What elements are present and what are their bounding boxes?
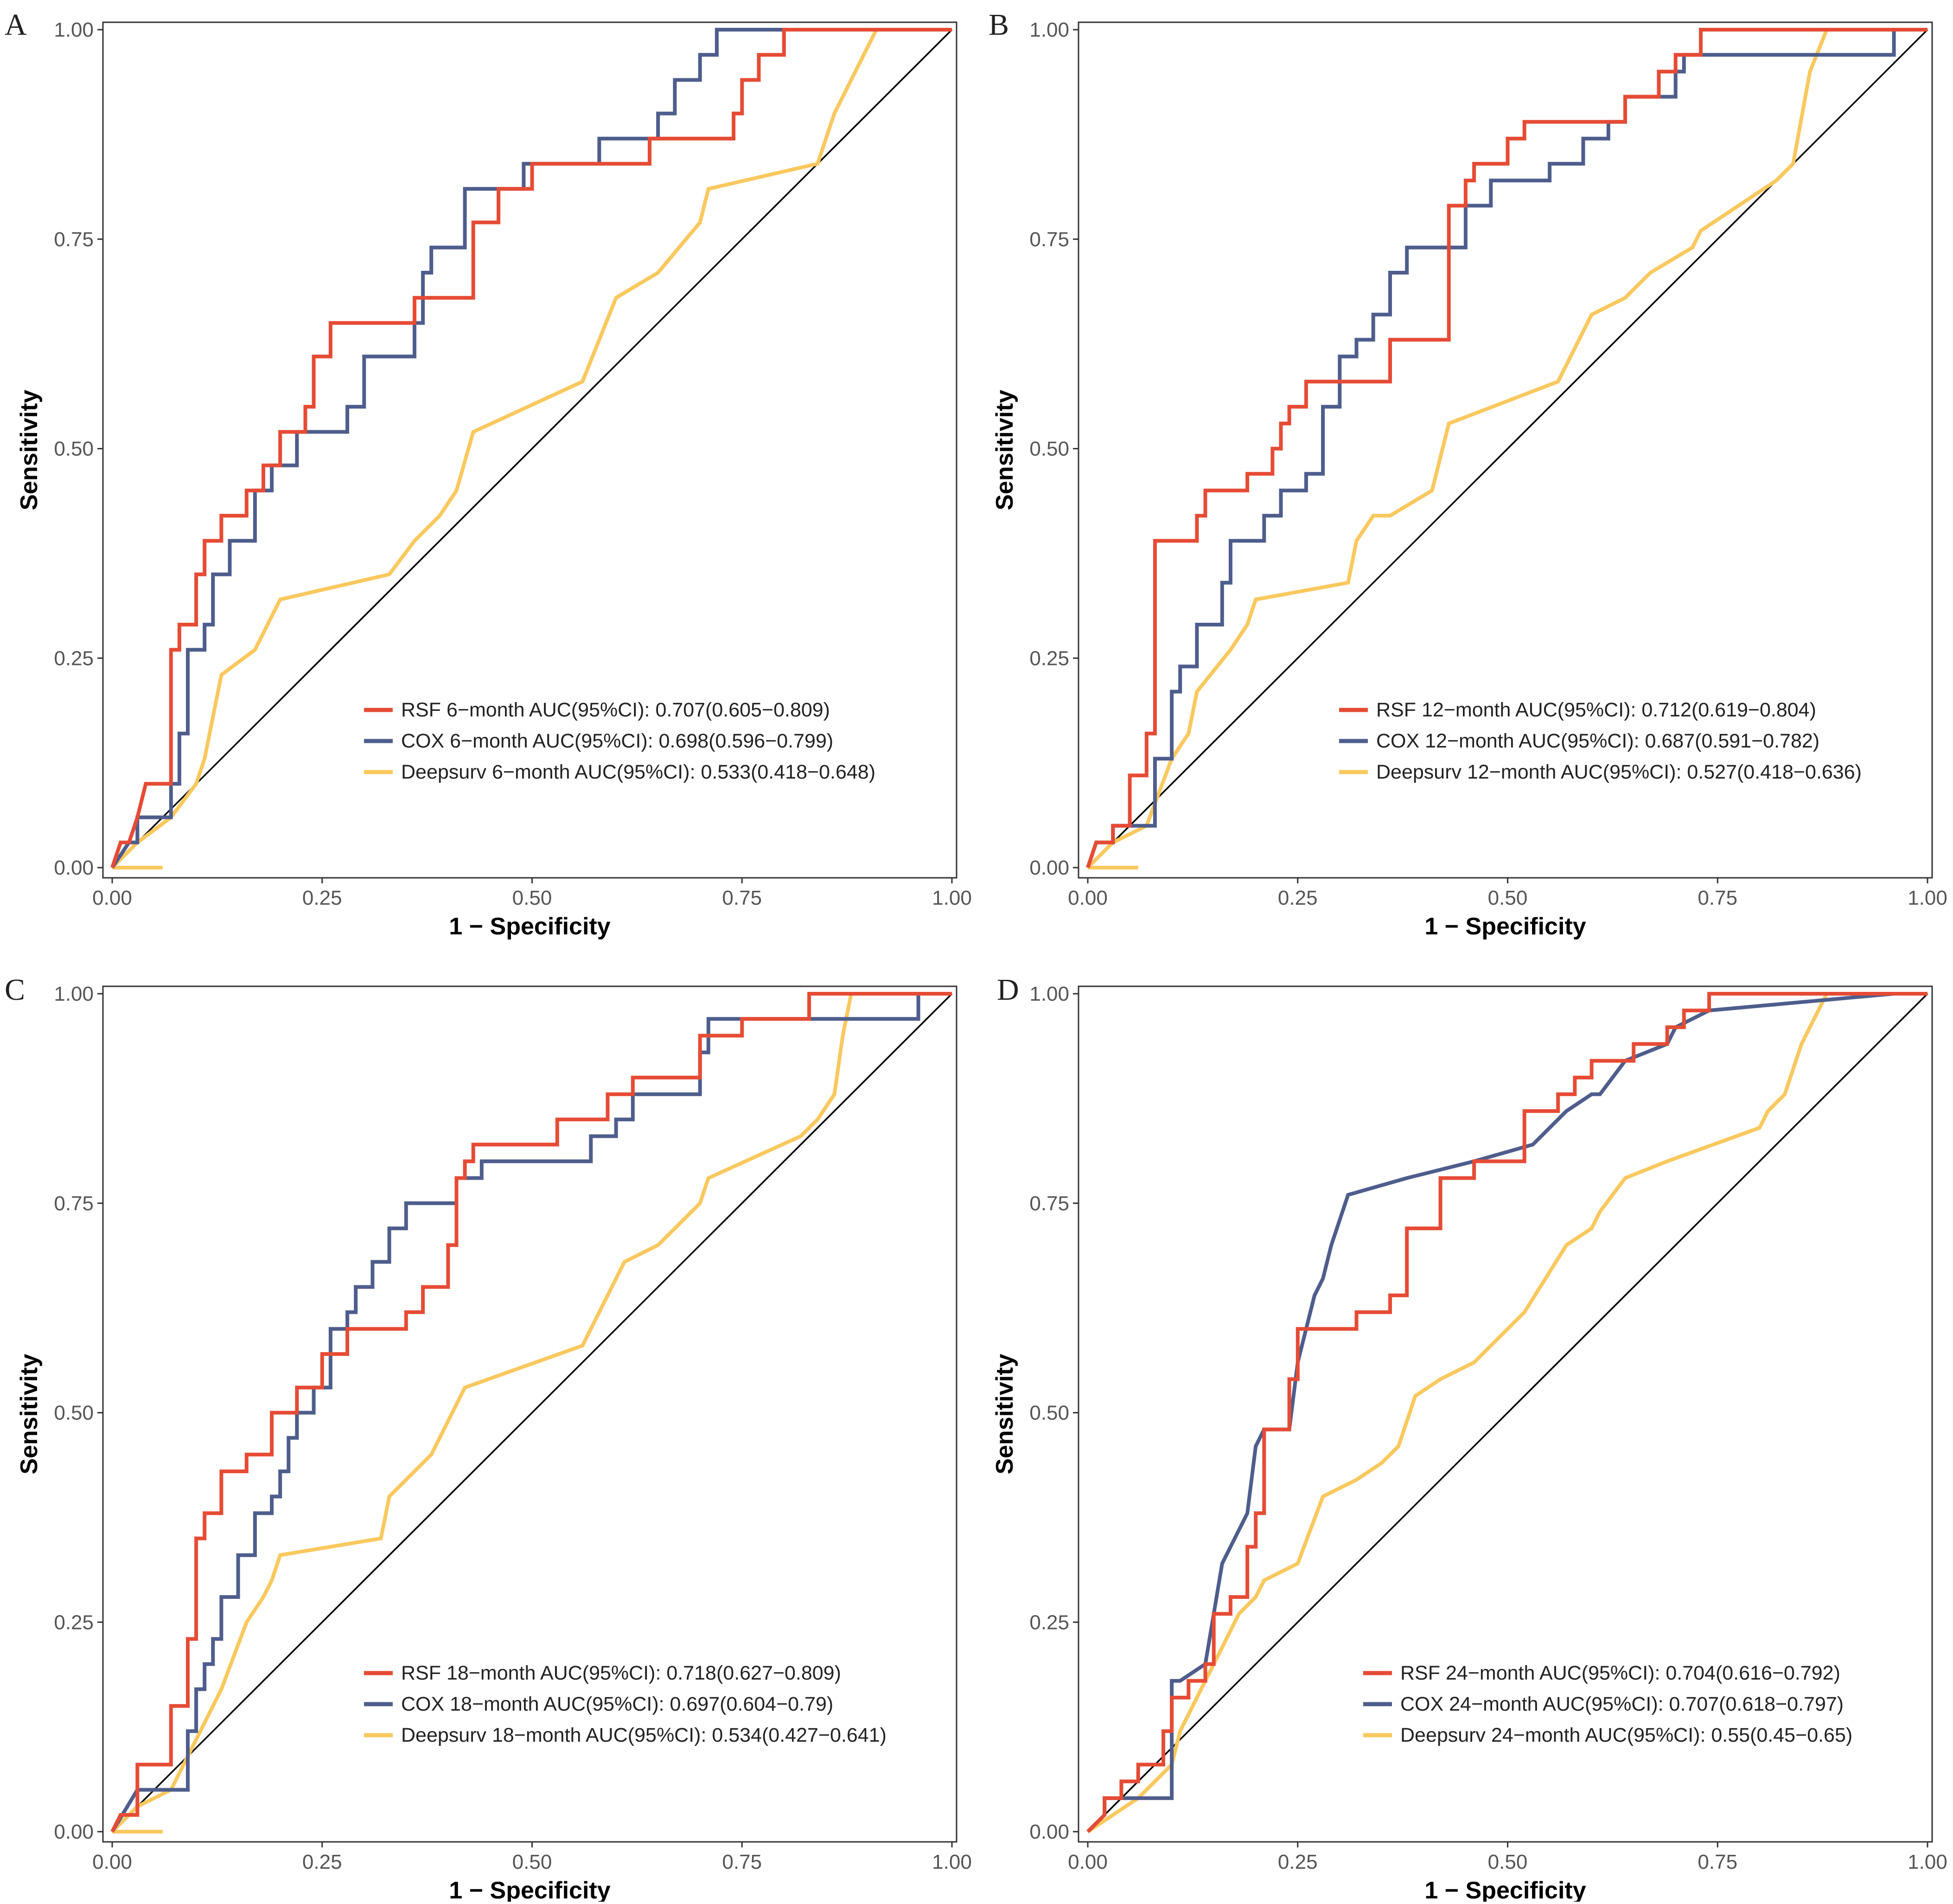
y-tick-label: 0.50 bbox=[54, 1402, 94, 1425]
y-tick-label: 0.25 bbox=[54, 1611, 94, 1634]
panel-letter: C bbox=[5, 973, 25, 1007]
legend-label-rsf: RSF 24−month AUC(95%CI): 0.704(0.616−0.7… bbox=[1400, 1662, 1840, 1684]
y-tick-label: 0.75 bbox=[1029, 228, 1069, 251]
y-axis-title: Sensitivity bbox=[991, 390, 1018, 510]
x-tick-label: 1.00 bbox=[932, 887, 972, 909]
y-tick-label: 1.00 bbox=[1029, 983, 1069, 1005]
legend-label-deepsurv: Deepsurv 6−month AUC(95%CI): 0.533(0.418… bbox=[401, 761, 875, 783]
legend-label-deepsurv: Deepsurv 24−month AUC(95%CI): 0.55(0.45−… bbox=[1400, 1724, 1852, 1746]
y-tick-label: 0.75 bbox=[54, 1192, 94, 1215]
x-tick-label: 0.50 bbox=[1488, 887, 1528, 909]
legend: RSF 24−month AUC(95%CI): 0.704(0.616−0.7… bbox=[1363, 1662, 1852, 1746]
legend-label-rsf: RSF 6−month AUC(95%CI): 0.707(0.605−0.80… bbox=[401, 699, 830, 721]
legend-label-rsf: RSF 12−month AUC(95%CI): 0.712(0.619−0.8… bbox=[1376, 699, 1816, 721]
y-tick-label: 1.00 bbox=[54, 983, 94, 1005]
y-tick-label: 0.25 bbox=[1029, 647, 1069, 670]
x-tick-label: 0.75 bbox=[1698, 1851, 1737, 1873]
roc-curve-deepsurv bbox=[111, 28, 952, 869]
x-tick-label: 0.50 bbox=[512, 1851, 552, 1873]
roc-curve-rsf bbox=[1086, 28, 1927, 869]
plot-frame bbox=[102, 21, 957, 879]
x-tick-label: 0.00 bbox=[1068, 887, 1108, 909]
reference-diagonal bbox=[1087, 993, 1928, 1833]
x-tick-label: 1.00 bbox=[1908, 887, 1947, 909]
legend-label-cox: COX 18−month AUC(95%CI): 0.697(0.604−0.7… bbox=[401, 1693, 833, 1715]
x-tick-label: 0.75 bbox=[722, 1851, 762, 1873]
reference-diagonal bbox=[111, 993, 953, 1833]
legend-label-deepsurv: Deepsurv 12−month AUC(95%CI): 0.527(0.41… bbox=[1376, 761, 1862, 783]
y-axis-title: Sensitivity bbox=[16, 1354, 43, 1474]
plot-frame bbox=[102, 985, 957, 1843]
x-tick-label: 1.00 bbox=[1908, 1851, 1947, 1873]
roc-panel-b: B 0.00 0.25 0.50 0.75 1.00 0.00 0.25 0.50 0.75 1.0… bbox=[989, 8, 1947, 940]
plot-frame bbox=[1078, 985, 1933, 1843]
x-axis-title: 1 − Specificity bbox=[1424, 913, 1586, 940]
legend-label-cox: COX 12−month AUC(95%CI): 0.687(0.591−0.7… bbox=[1376, 730, 1819, 752]
x-tick-label: 0.75 bbox=[1698, 887, 1737, 909]
panel-letter: A bbox=[5, 8, 27, 42]
y-tick-label: 1.00 bbox=[54, 19, 94, 41]
x-tick-label: 0.25 bbox=[1278, 887, 1318, 909]
roc-curve-deepsurv bbox=[1086, 992, 1927, 1834]
x-tick-label: 0.25 bbox=[302, 1851, 342, 1873]
x-axis-title: 1 − Specificity bbox=[449, 913, 610, 940]
x-axis-title: 1 − Specificity bbox=[1424, 1877, 1586, 1902]
y-tick-label: 1.00 bbox=[1029, 19, 1069, 41]
y-tick-label: 0.50 bbox=[1029, 1402, 1069, 1425]
roc-panel-d: D 0.00 0.25 0.50 0.75 1.00 0.00 0.25 0.50 0.75 1.0… bbox=[991, 973, 1947, 1904]
x-tick-label: 0.25 bbox=[302, 887, 342, 909]
roc-panel-c: C 0.00 0.25 0.50 0.75 1.00 0.00 0.25 0.50 0.75 1.0… bbox=[5, 973, 972, 1904]
roc-curve-rsf bbox=[110, 28, 952, 869]
y-tick-label: 0.25 bbox=[54, 647, 94, 670]
legend-label-cox: COX 6−month AUC(95%CI): 0.698(0.596−0.79… bbox=[401, 730, 833, 752]
roc-curve-cox bbox=[1086, 992, 1927, 1833]
legend-label-rsf: RSF 18−month AUC(95%CI): 0.718(0.627−0.8… bbox=[401, 1662, 841, 1684]
panel-letter: B bbox=[989, 8, 1009, 42]
x-tick-label: 1.00 bbox=[932, 1851, 972, 1873]
x-tick-label: 0.50 bbox=[1488, 1851, 1528, 1873]
y-tick-label: 0.50 bbox=[1029, 438, 1069, 460]
roc-curve-deepsurv bbox=[1086, 28, 1927, 869]
roc-curve-cox bbox=[110, 28, 952, 869]
plot-frame bbox=[1078, 21, 1933, 879]
legend-label-cox: COX 24−month AUC(95%CI): 0.707(0.618−0.7… bbox=[1400, 1693, 1844, 1715]
x-tick-label: 0.00 bbox=[92, 887, 132, 909]
y-tick-label: 0.75 bbox=[1029, 1192, 1069, 1215]
y-tick-label: 0.50 bbox=[54, 438, 94, 460]
x-tick-label: 0.50 bbox=[512, 887, 552, 909]
y-axis-title: Sensitivity bbox=[16, 390, 43, 510]
x-axis-title: 1 − Specificity bbox=[449, 1877, 610, 1902]
roc-curve-rsf bbox=[110, 992, 952, 1833]
y-tick-label: 0.00 bbox=[54, 856, 94, 879]
roc-curve-cox bbox=[110, 992, 952, 1833]
roc-curve-deepsurv bbox=[111, 992, 952, 1833]
x-tick-label: 0.00 bbox=[1068, 1851, 1108, 1873]
roc-panel-a: A 0.00 0.25 0.50 0.75 1.00 0.00 0.25 0.50 0.75 1.0… bbox=[5, 8, 972, 940]
legend-label-deepsurv: Deepsurv 18−month AUC(95%CI): 0.534(0.42… bbox=[401, 1724, 887, 1746]
legend: RSF 12−month AUC(95%CI): 0.712(0.619−0.8… bbox=[1339, 699, 1862, 783]
roc-curve-rsf bbox=[1086, 992, 1927, 1833]
x-tick-label: 0.00 bbox=[92, 1851, 132, 1873]
y-tick-label: 0.00 bbox=[54, 1821, 94, 1843]
x-tick-label: 0.25 bbox=[1278, 1851, 1318, 1873]
legend: RSF 6−month AUC(95%CI): 0.707(0.605−0.80… bbox=[364, 699, 875, 783]
legend: RSF 18−month AUC(95%CI): 0.718(0.627−0.8… bbox=[364, 1662, 887, 1746]
x-tick-label: 0.75 bbox=[722, 887, 762, 909]
y-tick-label: 0.00 bbox=[1029, 856, 1069, 879]
panel-letter: D bbox=[997, 973, 1019, 1007]
y-axis-title: Sensitivity bbox=[991, 1354, 1018, 1474]
reference-diagonal bbox=[111, 29, 953, 869]
y-tick-label: 0.00 bbox=[1029, 1821, 1069, 1843]
y-tick-label: 0.25 bbox=[1029, 1611, 1069, 1634]
y-tick-label: 0.75 bbox=[54, 228, 94, 251]
